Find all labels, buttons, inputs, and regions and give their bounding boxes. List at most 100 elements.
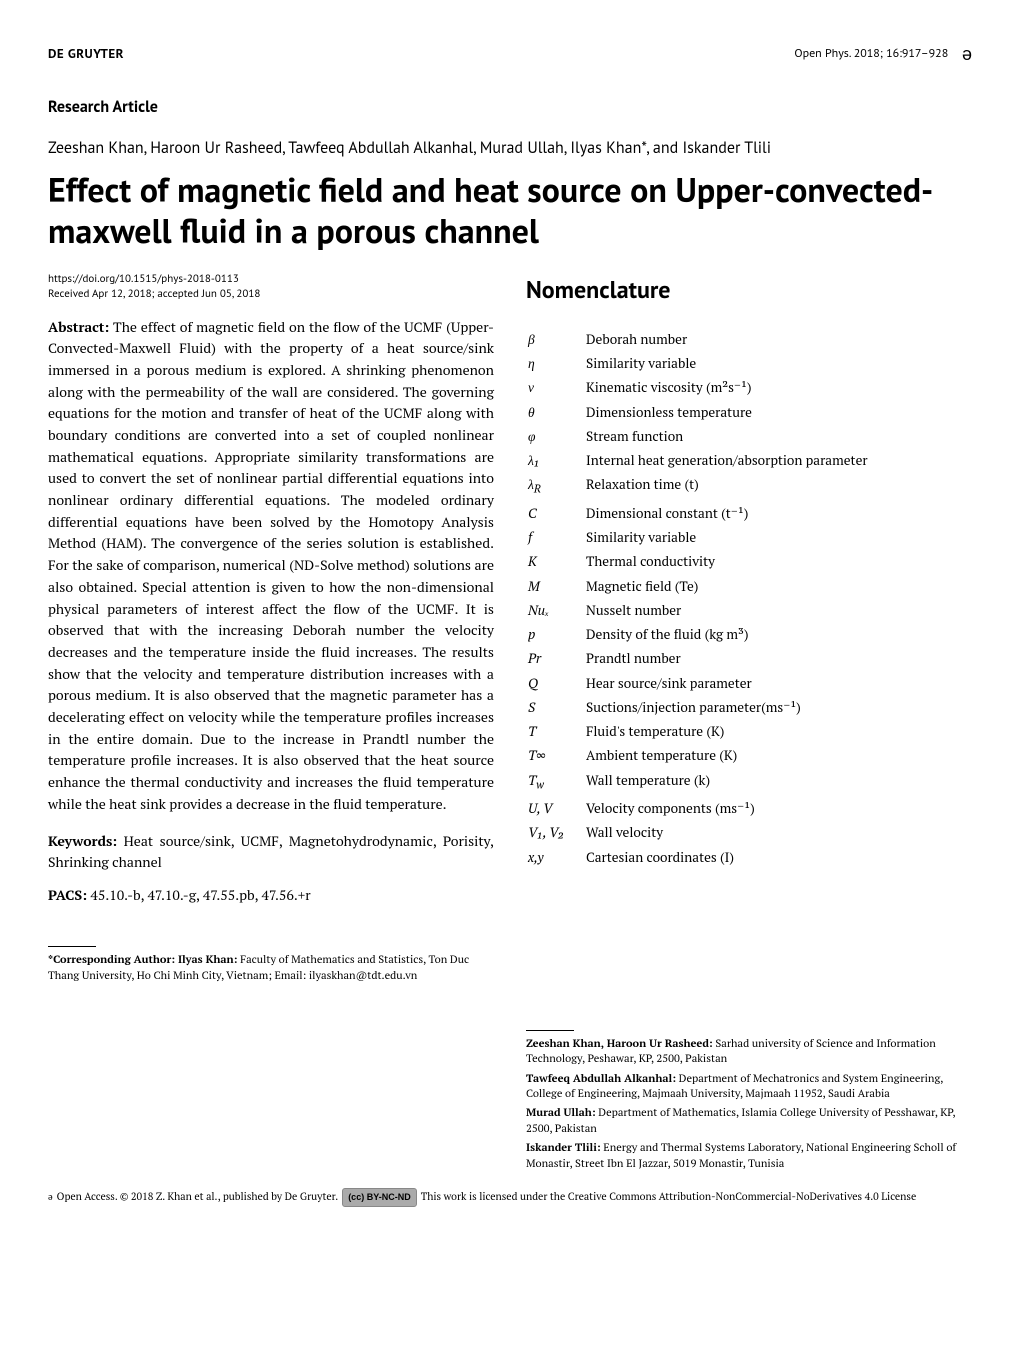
abstract-text: The effect of magnetic field on the flow… — [48, 318, 494, 814]
footnote-rule — [48, 946, 96, 947]
symbol: Nuₓ — [528, 599, 584, 621]
nomenclature-row: NuₓNusselt number — [528, 599, 970, 621]
publisher: DE GRUYTER — [48, 44, 124, 64]
symbol: Tw — [528, 769, 584, 796]
nomenclature-row: fSimilarity variable — [528, 526, 970, 548]
nomenclature-row: CDimensional constant (t⁻¹) — [528, 502, 970, 524]
symbol: C — [528, 502, 584, 524]
nomenclature-row: MMagnetic field (Te) — [528, 575, 970, 597]
symbol: M — [528, 575, 584, 597]
abstract: Abstract: The effect of magnetic field o… — [48, 317, 494, 816]
nomenclature-row: SSuctions/injection parameter(ms⁻¹) — [528, 696, 970, 718]
author-list: Zeeshan Khan, Haroon Ur Rasheed, Tawfeeq… — [48, 137, 972, 160]
nomenclature-row: ηSimilarity variable — [528, 352, 970, 374]
symbol: η — [528, 352, 584, 374]
pacs-label: PACS: — [48, 886, 87, 905]
two-column-layout: https://doi.org/10.1515/phys-2018-0113 R… — [48, 272, 972, 1176]
nomenclature-table: βDeborah numberηSimilarity variableνKine… — [526, 326, 972, 870]
footnote-author: Iskander Tlili: — [526, 1141, 601, 1155]
license-row: ə Open Access. © 2018 Z. Khan et al., pu… — [48, 1188, 972, 1207]
left-column: https://doi.org/10.1515/phys-2018-0113 R… — [48, 272, 494, 1176]
symbol: f — [528, 526, 584, 548]
description: Deborah number — [586, 328, 970, 350]
nomenclature-row: φStream function — [528, 425, 970, 447]
footnote-author: Tawfeeq Abdullah Alkanhal: — [526, 1072, 676, 1086]
keywords-label: Keywords: — [48, 832, 117, 851]
symbol: p — [528, 623, 584, 645]
symbol: λR — [528, 473, 584, 500]
description: Wall velocity — [586, 821, 970, 843]
description: Similarity variable — [586, 352, 970, 374]
description: Thermal conductivity — [586, 550, 970, 572]
description: Cartesian coordinates (I) — [586, 846, 970, 868]
footnotes-left: *Corresponding Author: Ilyas Khan: Facul… — [48, 953, 494, 984]
symbol: K — [528, 550, 584, 572]
symbol: β — [528, 328, 584, 350]
nomenclature-row: U, VVelocity components (ms⁻¹) — [528, 797, 970, 819]
description: Stream function — [586, 425, 970, 447]
keywords: Keywords: Heat source/sink, UCMF, Magnet… — [48, 831, 494, 873]
nomenclature-row: TwWall temperature (k) — [528, 769, 970, 796]
abstract-label: Abstract: — [48, 318, 109, 337]
symbol: S — [528, 696, 584, 718]
dates: Received Apr 12, 2018; accepted Jun 05, … — [48, 287, 494, 302]
journal-citation: Open Phys. 2018; 16:917–928 — [794, 46, 948, 61]
description: Magnetic field (Te) — [586, 575, 970, 597]
description: Relaxation time (t) — [586, 473, 970, 500]
nomenclature-row: λ₁Internal heat generation/absorption pa… — [528, 449, 970, 471]
cc-badge-icon: (cc) BY-NC-ND — [342, 1188, 417, 1207]
footnote-author: Zeeshan Khan, Haroon Ur Rasheed: — [526, 1037, 713, 1051]
nomenclature-row: θDimensionless temperature — [528, 401, 970, 423]
nomenclature-row: QHear source/sink parameter — [528, 672, 970, 694]
description: Prandtl number — [586, 647, 970, 669]
footnote: Iskander Tlili: Energy and Thermal Syste… — [526, 1141, 972, 1172]
doi-link[interactable]: https://doi.org/10.1515/phys-2018-0113 — [48, 272, 494, 287]
nomenclature-row: βDeborah number — [528, 328, 970, 350]
footnotes-right: Zeeshan Khan, Haroon Ur Rasheed: Sarhad … — [526, 1037, 972, 1172]
symbol: Pr — [528, 647, 584, 669]
pacs-text: 45.10.-b, 47.10.-g, 47.55.pb, 47.56.+r — [87, 886, 311, 905]
description: Ambient temperature (K) — [586, 744, 970, 766]
oa-small-icon: ə — [48, 1190, 53, 1205]
license-pre: Open Access. © 2018 Z. Khan et al., publ… — [57, 1190, 339, 1205]
nomenclature-row: V₁, V₂Wall velocity — [528, 821, 970, 843]
description: Nusselt number — [586, 599, 970, 621]
nomenclature-row: x,yCartesian coordinates (I) — [528, 846, 970, 868]
article-title: Effect of magnetic field and heat source… — [48, 170, 972, 252]
description: Velocity components (ms⁻¹) — [586, 797, 970, 819]
description: Hear source/sink parameter — [586, 672, 970, 694]
symbol: U, V — [528, 797, 584, 819]
nomenclature-row: T∞Ambient temperature (K) — [528, 744, 970, 766]
nomenclature-row: λRRelaxation time (t) — [528, 473, 970, 500]
footnote-author: Murad Ullah: — [526, 1106, 596, 1120]
nomenclature-row: PrPrandtl number — [528, 647, 970, 669]
footnote: Tawfeeq Abdullah Alkanhal: Department of… — [526, 1072, 972, 1103]
symbol: λ₁ — [528, 449, 584, 471]
nomenclature-row: TFluid's temperature (K) — [528, 720, 970, 742]
page-header: DE GRUYTER Open Phys. 2018; 16:917–928 ə — [48, 40, 972, 67]
journal-info: Open Phys. 2018; 16:917–928 ə — [794, 40, 972, 67]
symbol: T∞ — [528, 744, 584, 766]
description: Dimensional constant (t⁻¹) — [586, 502, 970, 524]
footnote-author: *Corresponding Author: Ilyas Khan: — [48, 953, 237, 967]
symbol: ν — [528, 376, 584, 398]
description: Wall temperature (k) — [586, 769, 970, 796]
open-access-icon: ə — [962, 40, 972, 67]
footnote: Zeeshan Khan, Haroon Ur Rasheed: Sarhad … — [526, 1037, 972, 1068]
symbol: φ — [528, 425, 584, 447]
nomenclature-row: KThermal conductivity — [528, 550, 970, 572]
pacs: PACS: 45.10.-b, 47.10.-g, 47.55.pb, 47.5… — [48, 885, 494, 906]
footnote-rule — [526, 1030, 574, 1031]
footnote: Murad Ullah: Department of Mathematics, … — [526, 1106, 972, 1137]
description: Internal heat generation/absorption para… — [586, 449, 970, 471]
footnote: *Corresponding Author: Ilyas Khan: Facul… — [48, 953, 494, 984]
description: Kinematic viscosity (m²s⁻¹) — [586, 376, 970, 398]
nomenclature-row: νKinematic viscosity (m²s⁻¹) — [528, 376, 970, 398]
description: Density of the fluid (kg m³) — [586, 623, 970, 645]
symbol: T — [528, 720, 584, 742]
description: Similarity variable — [586, 526, 970, 548]
right-column: Nomenclature βDeborah numberηSimilarity … — [526, 272, 972, 1176]
nomenclature-row: pDensity of the fluid (kg m³) — [528, 623, 970, 645]
symbol: θ — [528, 401, 584, 423]
nomenclature-heading: Nomenclature — [526, 272, 972, 308]
